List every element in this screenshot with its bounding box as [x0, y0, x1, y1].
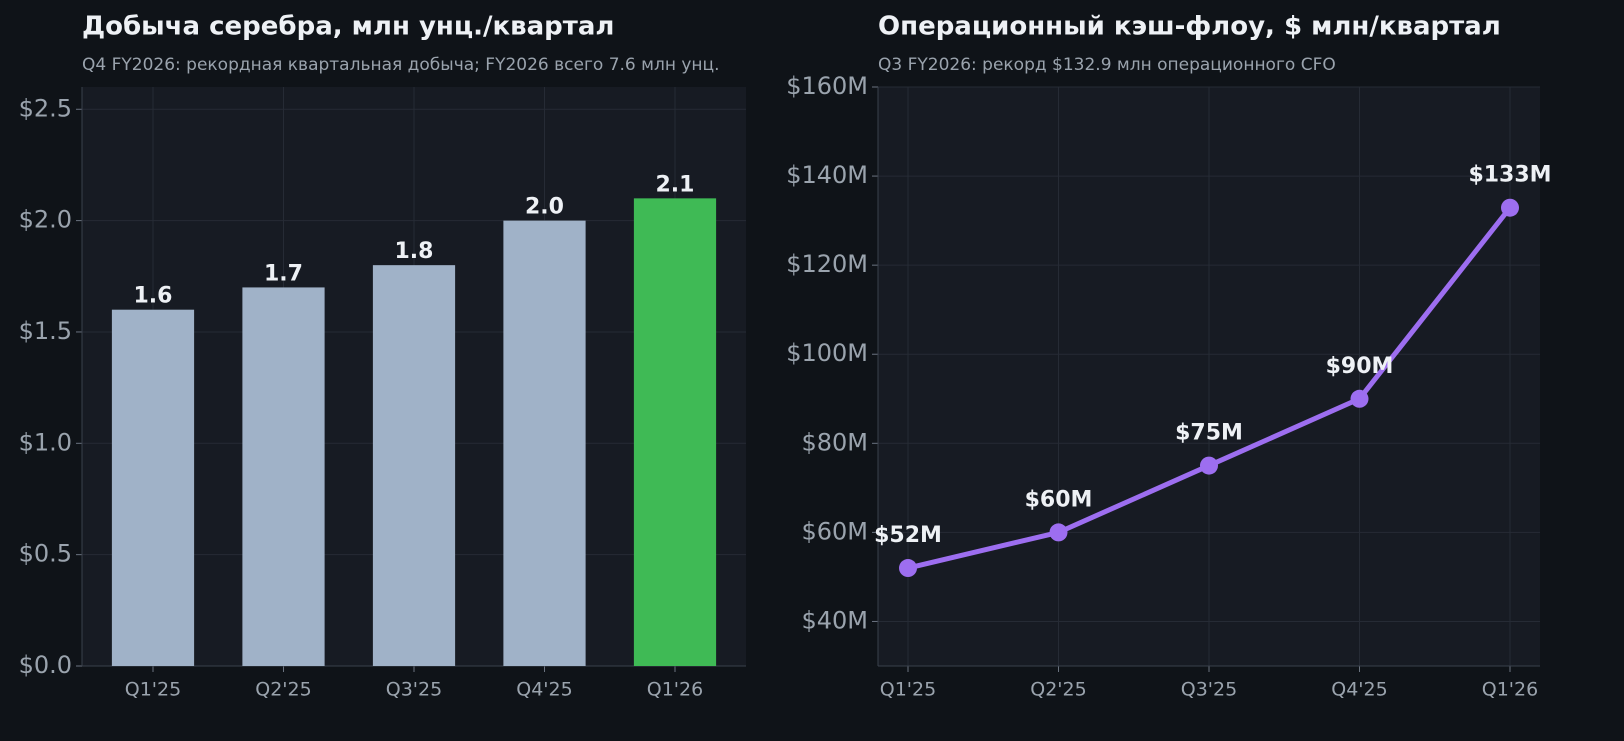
x-tick-label: Q1'25 — [125, 679, 181, 701]
x-tick-label: Q2'25 — [1030, 679, 1086, 701]
point — [899, 559, 917, 578]
chart-subtitle: Q3 FY2026: рекорд $132.9 млн операционно… — [878, 55, 1336, 75]
value-label: $75M — [1175, 421, 1243, 446]
x-tick-label: Q1'26 — [647, 679, 703, 701]
x-tick-label: Q1'25 — [880, 679, 936, 701]
x-tick-label: Q3'25 — [386, 679, 442, 701]
bar — [633, 198, 717, 666]
y-tick-label: $2.0 — [19, 206, 72, 234]
value-label: 1.8 — [395, 239, 434, 264]
chart-title: Добыча серебра, млн унц./квартал — [82, 12, 614, 42]
x-tick-label: Q1'26 — [1482, 679, 1538, 701]
point — [1200, 456, 1218, 475]
value-label: 2.0 — [525, 195, 564, 220]
x-tick-label: Q4'25 — [1331, 679, 1387, 701]
value-label: 2.1 — [656, 172, 695, 197]
bar — [503, 220, 586, 666]
value-label: $60M — [1025, 487, 1093, 512]
y-tick-label: $140M — [786, 161, 868, 189]
value-label: 1.7 — [264, 261, 303, 286]
y-tick-label: $60M — [801, 517, 868, 545]
point — [1049, 523, 1068, 542]
y-tick-label: $80M — [801, 428, 868, 456]
x-tick-label: Q3'25 — [1181, 679, 1237, 701]
point — [1501, 198, 1519, 217]
y-tick-label: $120M — [786, 250, 868, 278]
y-tick-label: $40M — [801, 606, 868, 634]
value-label: $133M — [1468, 163, 1551, 188]
value-label: $90M — [1326, 354, 1394, 379]
chart-title: Операционный кэш-флоу, $ млн/квартал — [878, 12, 1501, 42]
y-tick-label: $160M — [786, 72, 868, 100]
y-tick-label: $0.5 — [19, 540, 72, 568]
value-label: $52M — [874, 523, 942, 548]
y-tick-label: $2.5 — [19, 94, 72, 122]
y-tick-label: $0.0 — [19, 651, 72, 679]
bar — [372, 265, 456, 666]
bar — [242, 287, 325, 666]
x-tick-label: Q2'25 — [255, 679, 311, 701]
y-tick-label: $1.0 — [19, 428, 72, 456]
bar — [111, 309, 195, 666]
chart-subtitle: Q4 FY2026: рекордная квартальная добыча;… — [82, 55, 720, 75]
y-tick-label: $1.5 — [19, 317, 72, 345]
value-label: 1.6 — [134, 284, 173, 309]
point — [1350, 389, 1369, 408]
y-tick-label: $100M — [786, 339, 868, 367]
x-tick-label: Q4'25 — [516, 679, 572, 701]
